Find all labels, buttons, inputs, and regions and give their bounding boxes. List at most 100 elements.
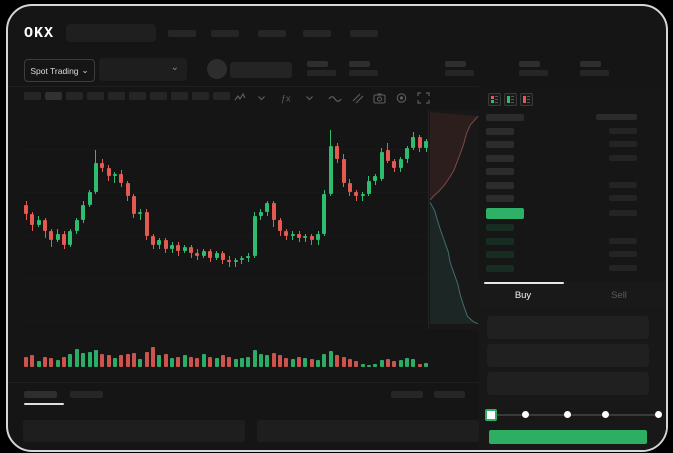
- nav-item-placeholder[interactable]: [303, 30, 331, 37]
- icon-part: [491, 96, 494, 99]
- volume-bar: [347, 358, 352, 367]
- buy-submit-button[interactable]: [489, 430, 647, 444]
- book-bids-only-icon[interactable]: [504, 93, 517, 106]
- line-style-icon[interactable]: [328, 92, 342, 104]
- bid-row-price-placeholder[interactable]: [486, 224, 514, 231]
- bid-row-price-placeholder[interactable]: [486, 251, 514, 258]
- amount-slider-track[interactable]: [491, 414, 658, 416]
- candle-body: [424, 141, 429, 148]
- tab-buy[interactable]: Buy: [514, 290, 532, 301]
- candle-body: [233, 260, 238, 263]
- volume-bar: [239, 357, 244, 367]
- last-price-highlight[interactable]: [486, 208, 524, 219]
- timeframe-button[interactable]: [213, 92, 230, 100]
- draw-tools-icon[interactable]: [351, 92, 364, 104]
- market-type-dropdown[interactable]: Spot Trading ⌄: [24, 59, 95, 82]
- nav-item-placeholder[interactable]: [168, 30, 196, 37]
- candle-body: [74, 220, 79, 232]
- price-input[interactable]: [487, 316, 649, 339]
- timeframe-button[interactable]: [24, 92, 41, 100]
- divider: [8, 86, 479, 87]
- volume-bar: [170, 357, 175, 367]
- nav-item-placeholder[interactable]: [258, 30, 286, 37]
- market-type-label: Spot Trading: [30, 65, 79, 76]
- nav-item-placeholder[interactable]: [211, 30, 239, 37]
- settings-gear-icon[interactable]: [395, 92, 408, 104]
- candle-body: [354, 191, 359, 197]
- bottom-tab-right-2[interactable]: [434, 391, 465, 398]
- bottom-tab-right-1[interactable]: [391, 391, 423, 398]
- candle-body: [68, 231, 73, 245]
- fx-indicator-icon[interactable]: ƒx: [280, 92, 296, 104]
- bottom-tab-2[interactable]: [70, 391, 103, 398]
- chart-gridline: [24, 235, 430, 236]
- volume-bar: [284, 357, 289, 367]
- indicator-zigzag-icon[interactable]: [234, 92, 248, 104]
- ask-row-price-placeholder[interactable]: [486, 141, 514, 149]
- candle-body: [258, 211, 263, 216]
- slider-handle[interactable]: [485, 409, 497, 421]
- total-input[interactable]: [487, 372, 649, 395]
- active-tab-indicator: [484, 282, 564, 284]
- volume-bar: [36, 360, 41, 367]
- ask-row-price-placeholder[interactable]: [486, 195, 514, 202]
- candle-body: [265, 202, 270, 212]
- bid-row-price-placeholder[interactable]: [486, 237, 514, 245]
- timeframe-button[interactable]: [45, 92, 62, 100]
- volume-bar: [379, 359, 384, 367]
- amount-input[interactable]: [487, 344, 649, 367]
- slider-stop-dot[interactable]: [521, 411, 529, 418]
- candle-wick: [241, 255, 243, 265]
- ask-row-price-placeholder[interactable]: [486, 168, 514, 176]
- chevron-down-icon[interactable]: [305, 92, 314, 104]
- okx-trading-app: OKX Spot Trading ⌄ ⌄ ƒx: [6, 4, 668, 452]
- timeframe-button[interactable]: [66, 92, 83, 100]
- timeframe-button[interactable]: [87, 92, 104, 100]
- timeframe-button[interactable]: [150, 92, 167, 100]
- volume-bar: [195, 357, 200, 367]
- candle-body: [303, 235, 308, 238]
- ask-row-price-placeholder[interactable]: [486, 181, 514, 189]
- candle-body: [49, 231, 54, 241]
- volume-bar: [81, 353, 86, 367]
- search-input[interactable]: [66, 24, 156, 42]
- timeframe-button[interactable]: [192, 92, 209, 100]
- volume-bar: [341, 356, 346, 367]
- bottom-tab-1[interactable]: [24, 391, 57, 398]
- slider-stop-dot[interactable]: [563, 411, 571, 418]
- icon-part: [495, 96, 498, 97]
- timeframe-button[interactable]: [129, 92, 146, 100]
- candle-body: [328, 145, 333, 194]
- chevron-down-icon[interactable]: [257, 92, 266, 104]
- volume-bar: [55, 359, 60, 367]
- history-table-placeholder: [257, 420, 479, 442]
- depth-curve: [429, 112, 479, 325]
- candle-body: [201, 251, 206, 256]
- order-side-tabs: Buy Sell: [479, 282, 666, 308]
- slider-stop-dot[interactable]: [602, 411, 610, 418]
- candle-body: [271, 202, 276, 221]
- chart-gridline: [24, 278, 430, 279]
- ask-row-price-placeholder[interactable]: [486, 154, 514, 162]
- nav-item-placeholder[interactable]: [350, 30, 378, 37]
- pair-select-dropdown[interactable]: ⌄: [99, 58, 187, 81]
- candle-body: [24, 205, 28, 214]
- bid-row-price-placeholder[interactable]: [486, 264, 514, 272]
- candle-wick: [139, 209, 141, 221]
- book-asks-only-icon[interactable]: [520, 93, 533, 106]
- slider-stop-dot[interactable]: [654, 411, 662, 418]
- volume-bar: [144, 352, 149, 367]
- tab-sell[interactable]: Sell: [611, 290, 627, 301]
- fullscreen-icon[interactable]: [417, 92, 430, 104]
- candle-wick: [247, 253, 249, 263]
- camera-icon[interactable]: [373, 92, 386, 104]
- timeframe-button[interactable]: [108, 92, 125, 100]
- timeframe-button[interactable]: [171, 92, 188, 100]
- order-form: [479, 308, 666, 450]
- volume-bar: [335, 355, 340, 367]
- volume-bar: [271, 353, 276, 367]
- volume-bar: [411, 358, 416, 367]
- candle-body: [208, 251, 213, 258]
- book-both-sides-icon[interactable]: [488, 93, 501, 106]
- ask-row-price-placeholder[interactable]: [486, 128, 514, 135]
